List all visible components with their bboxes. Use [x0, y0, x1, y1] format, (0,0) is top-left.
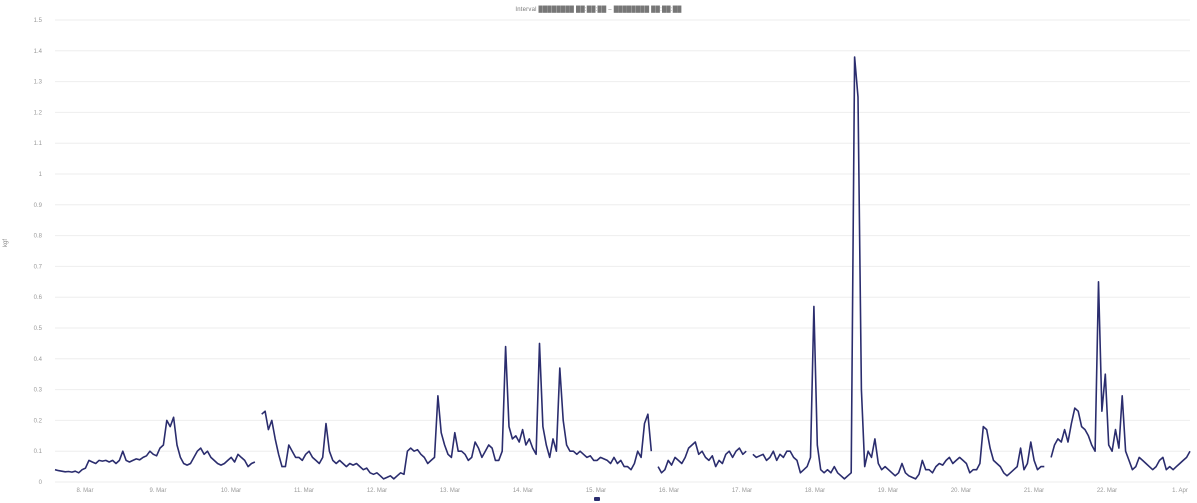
x-tick-label: 16. Mar: [659, 488, 679, 494]
y-tick-label: 0.5: [34, 326, 43, 332]
series-line-segment: [657, 441, 747, 474]
y-tick-label: 0.2: [34, 418, 43, 424]
y-tick-label: 1: [39, 172, 43, 178]
x-tick-label: 14. Mar: [513, 488, 533, 494]
series-line-segment: [54, 416, 256, 474]
x-ticks: 8. Mar 9. Mar 10. Mar 11. Mar 12. Mar 13. Mar…: [76, 488, 1187, 494]
x-tick-label: 11. Mar: [294, 488, 314, 494]
x-tick-label: 8. Mar: [76, 488, 93, 494]
y-tick-label: 1.4: [34, 49, 43, 55]
legend[interactable]: [0, 496, 1197, 502]
y-tick-label: 0.3: [34, 388, 43, 394]
x-tick-label: 22. Mar: [1097, 488, 1117, 494]
series-line-segment: [261, 342, 653, 480]
y-tick-label: 1.2: [34, 110, 43, 116]
y-tick-label: 1.1: [34, 141, 43, 147]
x-tick-label: 19. Mar: [878, 488, 898, 494]
series-line-segment: [752, 56, 1045, 480]
y-tick-label: 0.7: [34, 264, 43, 270]
y-ticks: 0 0.1 0.2 0.3 0.4 0.5 0.6 0.7 0.8 0.9 1 1.1 1.2 1.3 1.…: [34, 18, 43, 486]
chart-title: Interval ████████ ██:██:██ – ████████ ██…: [515, 7, 682, 13]
x-tick-label: 13. Mar: [440, 488, 460, 494]
y-tick-label: 0.8: [34, 234, 43, 240]
y-tick-label: 0.1: [34, 449, 43, 455]
series-line-segment: [1050, 280, 1191, 471]
grid-lines: [55, 19, 1190, 483]
legend-swatch: [594, 496, 600, 501]
x-tick-label: 1. Apr: [1172, 488, 1188, 494]
y-tick-label: 1.3: [34, 80, 43, 86]
y-tick-label: 0.9: [34, 203, 43, 209]
x-tick-label: 20. Mar: [951, 488, 971, 494]
x-tick-label: 15. Mar: [586, 488, 606, 494]
y-tick-label: 1.5: [34, 18, 43, 24]
y-tick-label: 0.6: [34, 295, 43, 301]
x-tick-label: 12. Mar: [367, 488, 387, 494]
x-tick-label: 17. Mar: [732, 488, 752, 494]
series-lines: [54, 56, 1191, 480]
y-tick-label: 0: [39, 480, 43, 486]
x-tick-label: 18. Mar: [805, 488, 825, 494]
x-tick-label: 9. Mar: [149, 488, 166, 494]
y-tick-label: 0.4: [34, 357, 43, 363]
x-tick-label: 10. Mar: [221, 488, 241, 494]
x-tick-label: 21. Mar: [1024, 488, 1044, 494]
